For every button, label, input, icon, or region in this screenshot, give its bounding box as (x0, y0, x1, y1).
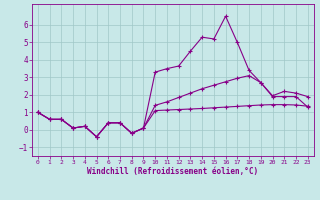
X-axis label: Windchill (Refroidissement éolien,°C): Windchill (Refroidissement éolien,°C) (87, 167, 258, 176)
